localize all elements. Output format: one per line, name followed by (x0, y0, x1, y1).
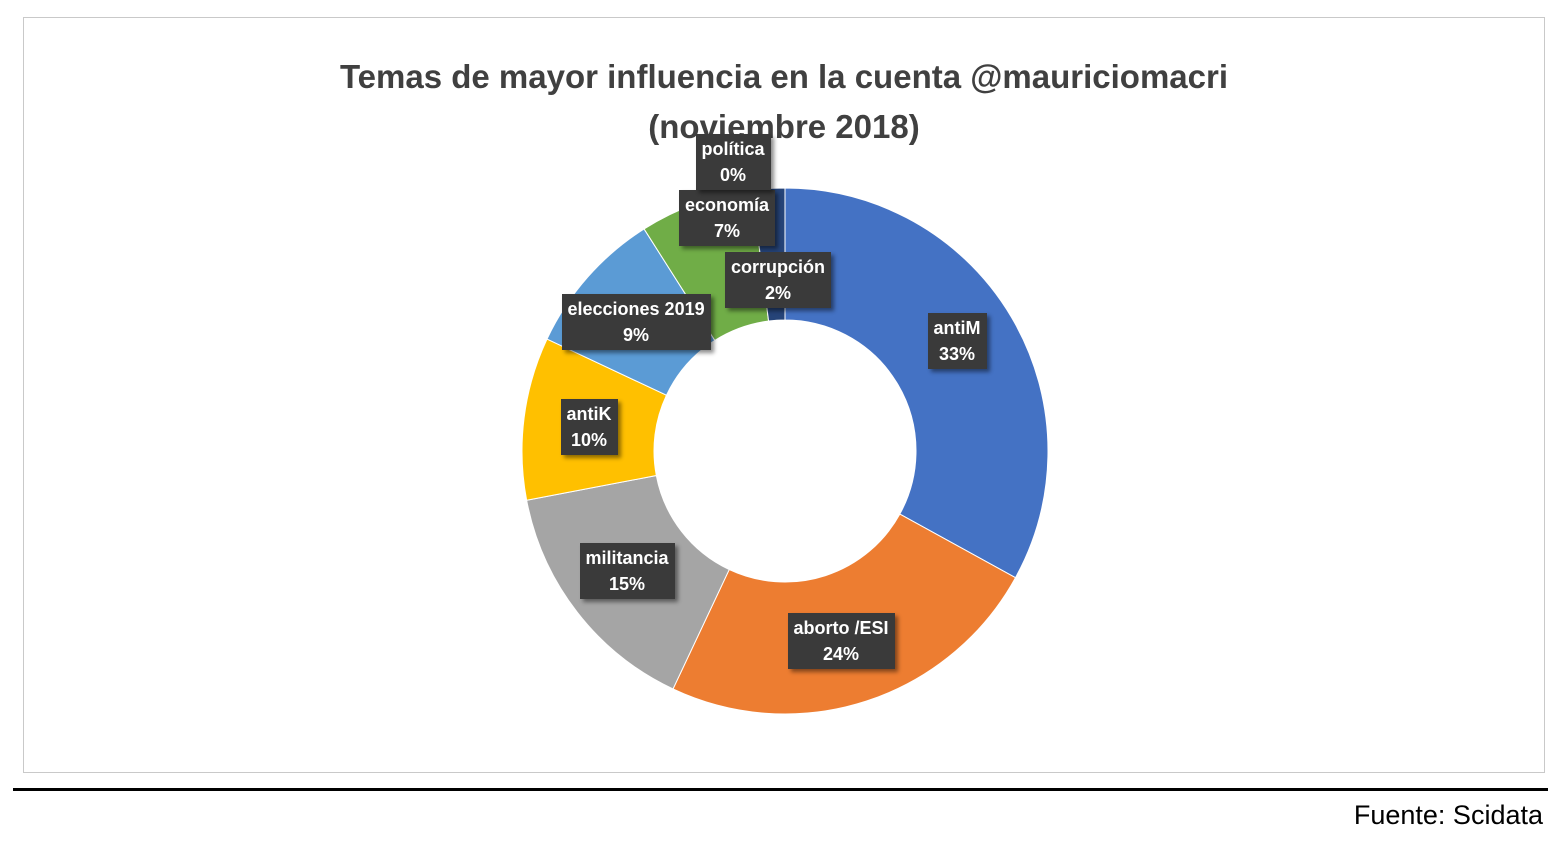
data-label-category: política (701, 139, 765, 159)
data-label-category: antiK (566, 404, 612, 424)
data-label-value: 2% (765, 283, 792, 303)
data-label-elecciones-2019: elecciones 2019 9% (561, 294, 711, 350)
data-label-category: economía (685, 195, 770, 215)
data-label-aborto-esi: aborto /ESI 24% (787, 613, 895, 669)
slice-antim (784, 187, 1049, 579)
data-label-politica: política 0% (695, 134, 771, 190)
data-label-value: 0% (720, 165, 747, 185)
data-label-antik: antiK 10% (560, 399, 618, 455)
data-label-category: corrupción (731, 257, 826, 277)
data-label-value: 9% (623, 325, 650, 345)
data-label-value: 33% (938, 344, 976, 364)
chart-title: Temas de mayor influencia en la cuenta @… (24, 52, 1544, 152)
data-label-value: 15% (609, 574, 646, 594)
data-label-value: 10% (570, 430, 608, 450)
data-label-category: aborto /ESI (793, 618, 889, 638)
divider-rule (13, 788, 1548, 791)
data-label-corrupcion: corrupción 2% (725, 252, 832, 308)
chart-title-line-2: (noviembre 2018) (648, 108, 920, 145)
data-label-economia: economía 7% (679, 190, 776, 246)
data-label-category: militancia (585, 548, 669, 568)
data-label-value: 7% (714, 221, 741, 241)
data-label-antim: antiM 33% (927, 313, 987, 369)
data-label-category: elecciones 2019 (567, 299, 705, 319)
data-label-value: 24% (822, 644, 860, 664)
data-label-militancia: militancia 15% (579, 543, 675, 599)
chart-title-line-1: Temas de mayor influencia en la cuenta @… (339, 58, 1229, 95)
source-note: Fuente: Scidata (1353, 800, 1543, 830)
data-label-category: antiM (933, 318, 981, 338)
